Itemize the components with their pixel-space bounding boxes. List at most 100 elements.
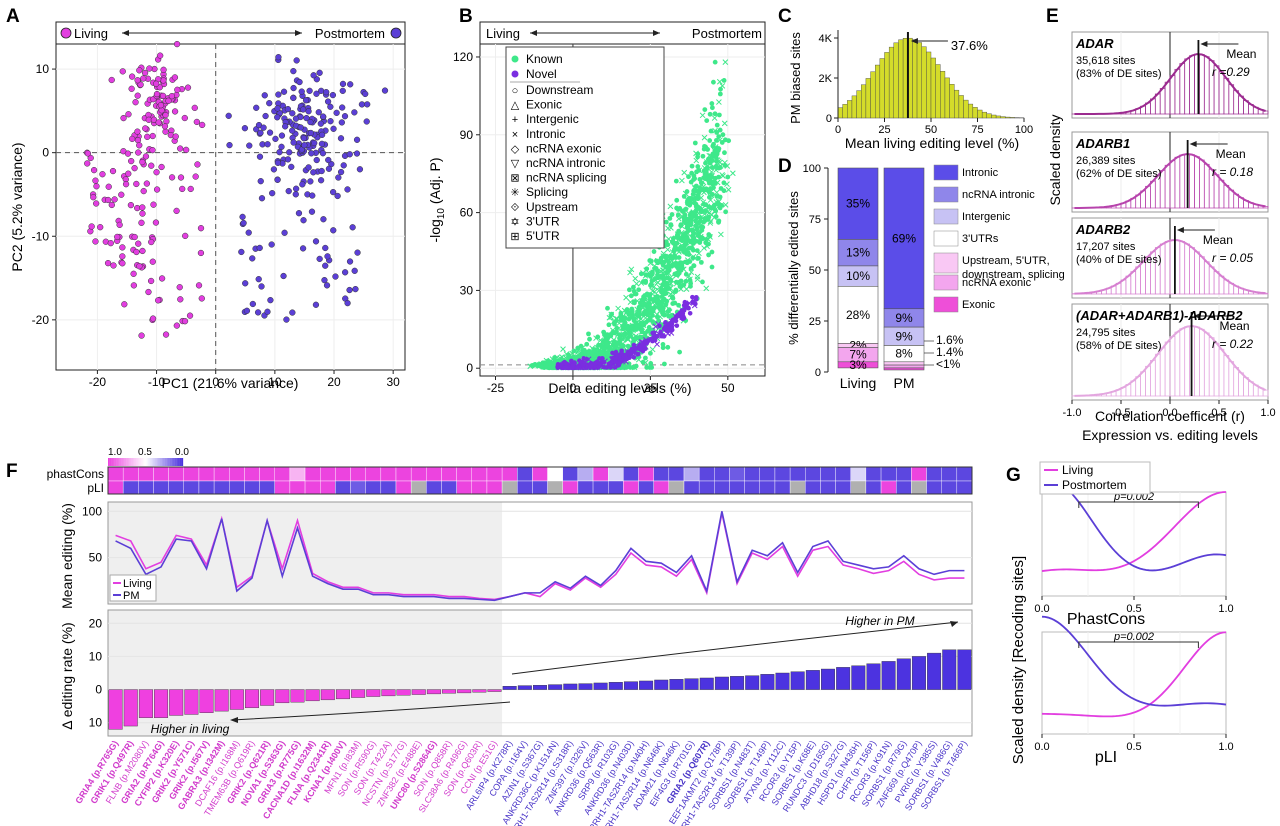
pli-cell — [517, 480, 533, 495]
postmortem-sample-point — [276, 149, 283, 156]
known-site-point — [669, 249, 676, 255]
known-site-point — [536, 363, 542, 368]
legend-swatch — [933, 186, 959, 203]
pli-cell — [259, 480, 275, 495]
known-site-point — [709, 165, 715, 170]
known-site-point — [702, 143, 707, 149]
postmortem-sample-point — [346, 151, 353, 158]
postmortem-sample-point — [243, 307, 251, 314]
living-sample-point — [111, 196, 118, 203]
pli-cell — [380, 480, 397, 495]
known-site-point — [698, 259, 704, 265]
known-site-point — [700, 279, 705, 285]
y-tick-label: 0 — [466, 361, 473, 375]
living-sample-point — [131, 165, 138, 172]
panel-a-frame — [55, 21, 406, 371]
novel-site-point — [636, 344, 642, 350]
phastcons-cell — [850, 466, 867, 482]
living-sample-point — [168, 92, 176, 100]
postmortem-sample-point — [317, 177, 325, 184]
known-site-point — [663, 219, 669, 225]
known-site-point — [667, 203, 674, 210]
known-site-point — [709, 101, 715, 106]
known-site-point — [699, 180, 704, 186]
known-site-point — [717, 163, 724, 169]
delta-bar — [896, 658, 911, 690]
known-site-point — [582, 349, 588, 355]
phastcons-cell — [501, 466, 518, 482]
novel-site-point — [608, 365, 614, 370]
known-site-point — [604, 350, 610, 356]
postmortem-sample-point — [296, 78, 303, 86]
known-site-point — [636, 287, 642, 293]
known-site-point — [717, 91, 723, 97]
pli-cell — [532, 480, 548, 495]
known-site-point — [707, 176, 713, 182]
novel-site-point — [672, 317, 677, 322]
known-site-point — [670, 295, 676, 301]
phastcons-cell — [365, 466, 382, 482]
delta-bar — [760, 674, 775, 690]
known-site-point — [574, 354, 580, 360]
scale-step — [156, 458, 159, 466]
stacked-segment — [883, 364, 925, 369]
known-site-point — [724, 181, 730, 187]
y-tick-label: 120 — [453, 50, 473, 64]
scale-step — [176, 458, 179, 466]
scale-step — [126, 458, 129, 466]
living-sample-point — [148, 162, 155, 169]
known-site-point — [682, 218, 688, 224]
postmortem-sample-point — [325, 156, 332, 164]
postmortem-sample-point — [275, 54, 282, 61]
phastcons-cell — [380, 466, 397, 482]
postmortem-sample-point — [351, 267, 358, 274]
known-site-point — [712, 59, 718, 65]
delta-bar — [260, 689, 275, 706]
living-sample-point — [90, 166, 98, 174]
delta-bar — [487, 689, 502, 692]
scale-step — [141, 458, 144, 466]
postmortem-sample-point — [337, 135, 345, 142]
scale-step — [163, 458, 165, 466]
x-tick-label: 0.5 — [1211, 407, 1226, 419]
postmortem-sample-point — [270, 166, 278, 173]
scale-step — [149, 458, 151, 466]
scale-step — [175, 458, 177, 466]
postmortem-sample-point — [344, 186, 351, 193]
living-sample-point — [139, 158, 146, 166]
legend-label: Exonic — [962, 299, 996, 311]
living-sample-point — [181, 114, 188, 122]
living-sample-point — [90, 194, 97, 201]
known-site-point — [669, 256, 675, 261]
pli-cell — [244, 480, 260, 495]
postmortem-sample-point — [245, 229, 252, 236]
y-tick-label: 10 — [89, 649, 103, 663]
postmortem-sample-point — [256, 244, 263, 252]
living-sample-point — [162, 111, 169, 119]
legend-swatch — [933, 230, 959, 247]
known-site-point — [622, 320, 628, 325]
panel-letter-g: G — [1006, 465, 1021, 486]
postmortem-sample-point — [264, 308, 271, 315]
x-axis-label: pLI — [1095, 749, 1117, 766]
postmortem-sample-point — [264, 141, 271, 148]
phastcons-cell — [456, 466, 472, 482]
delta-bar — [108, 689, 123, 730]
known-site-point — [709, 105, 715, 111]
known-site-point — [627, 365, 633, 370]
known-site-point — [700, 209, 706, 214]
postmortem-sample-point — [266, 100, 273, 107]
pli-cell — [880, 480, 897, 495]
group-label-living: Living — [840, 375, 877, 391]
living-marker — [60, 27, 72, 39]
segment-label: 35% — [846, 197, 870, 211]
x-tick-label: -0.5 — [1112, 407, 1131, 419]
heatmap-row-label: phastCons — [47, 467, 104, 481]
novel-site-point — [640, 339, 646, 346]
legend-item-label: Downstream — [526, 83, 593, 97]
known-site-point — [623, 294, 629, 301]
pli-cell — [714, 480, 730, 495]
mean-arrowhead — [1193, 313, 1201, 319]
known-site-point — [646, 293, 652, 299]
phastcons-cell — [395, 466, 412, 482]
